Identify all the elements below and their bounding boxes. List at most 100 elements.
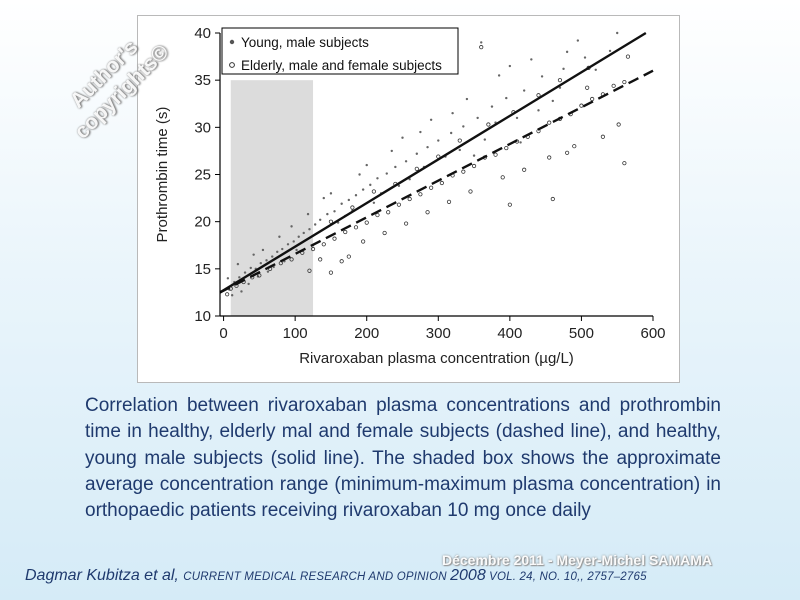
x-tick-label: 0	[219, 325, 227, 342]
data-point-young	[540, 75, 544, 78]
data-point-elderly	[328, 270, 334, 275]
data-point-elderly	[457, 138, 462, 143]
data-point-elderly	[625, 54, 631, 59]
data-point-young	[249, 266, 252, 270]
data-point-elderly	[507, 202, 512, 207]
data-point-elderly	[310, 246, 316, 252]
data-point-young	[313, 223, 317, 226]
data-point-young	[369, 183, 372, 187]
data-point-young	[565, 50, 569, 54]
data-point-elderly	[622, 161, 627, 166]
data-point-young	[562, 67, 565, 71]
data-point-young	[519, 141, 522, 144]
legend-marker-young	[229, 39, 235, 45]
legend-marker-elderly	[229, 62, 235, 68]
y-tick-label: 30	[194, 119, 211, 136]
data-point-elderly	[622, 79, 627, 85]
data-point-elderly	[353, 225, 359, 230]
data-point-young	[247, 282, 250, 286]
data-point-young	[404, 160, 408, 163]
data-point-young	[451, 111, 454, 115]
data-point-young	[292, 240, 295, 243]
data-point-elderly	[418, 192, 423, 197]
data-point-elderly	[572, 144, 577, 149]
x-tick-label: 100	[283, 325, 308, 342]
data-point-young	[265, 259, 268, 262]
data-point-elderly	[225, 292, 230, 297]
data-point-young	[583, 56, 587, 59]
data-point-young	[238, 276, 241, 279]
x-tick-label: 200	[354, 325, 379, 342]
data-point-young	[415, 152, 419, 155]
data-point-young	[308, 228, 311, 231]
data-point-young	[281, 247, 284, 251]
data-point-elderly	[414, 166, 419, 171]
data-point-elderly	[332, 236, 337, 241]
data-point-young	[476, 116, 479, 120]
data-point-young	[426, 145, 429, 149]
data-point-young	[365, 163, 368, 167]
data-point-young	[394, 165, 397, 169]
citation-year: 2008	[450, 567, 486, 584]
data-point-elderly	[382, 230, 387, 236]
data-point-elderly	[289, 257, 294, 262]
data-point-young	[505, 96, 508, 100]
data-point-young	[390, 149, 393, 153]
data-point-young	[266, 270, 270, 273]
y-tick-label: 15	[194, 261, 211, 278]
data-point-elderly	[600, 134, 606, 139]
figure-caption: Correlation between rivaroxaban plasma c…	[85, 395, 721, 522]
data-point-elderly	[468, 189, 473, 194]
data-point-elderly	[346, 254, 351, 259]
citation: Dagmar Kubitza et al, CURRENT MEDICAL RE…	[25, 567, 647, 585]
data-point-young	[347, 198, 351, 202]
y-tick-label: 40	[194, 25, 211, 42]
data-point-elderly	[375, 212, 380, 218]
data-point-young	[259, 261, 262, 265]
data-point-elderly	[471, 163, 477, 169]
citation-volume: VOL. 24, NO. 10,, 2757–2765	[485, 571, 647, 583]
data-point-young	[594, 68, 597, 71]
data-point-young	[419, 130, 422, 134]
data-point-young	[354, 194, 358, 197]
data-point-young	[401, 136, 404, 139]
data-point-elderly	[386, 210, 391, 215]
data-point-elderly	[371, 189, 376, 194]
legend-box	[221, 27, 459, 75]
data-point-elderly	[364, 220, 369, 225]
data-point-elderly	[343, 229, 348, 235]
data-point-elderly	[486, 122, 491, 127]
data-point-young	[537, 109, 540, 112]
data-point-elderly	[536, 93, 541, 98]
legend-label: Young, male subjects	[241, 35, 369, 50]
data-point-young	[616, 31, 619, 35]
data-point-young	[429, 118, 433, 121]
data-point-young	[361, 188, 365, 191]
data-point-young	[449, 131, 453, 135]
data-point-elderly	[407, 196, 412, 202]
data-point-elderly	[590, 96, 595, 102]
y-tick-label: 20	[194, 214, 211, 231]
data-point-young	[322, 196, 325, 200]
data-point-elderly	[547, 120, 552, 125]
x-tick-label: 600	[640, 325, 665, 342]
data-point-elderly	[504, 145, 509, 151]
data-point-young	[306, 212, 310, 216]
legend-label: Elderly, male and female subjects	[241, 58, 442, 73]
data-point-young	[458, 148, 461, 152]
data-point-elderly	[328, 219, 334, 224]
data-point-young	[261, 248, 265, 252]
x-axis-label: Rivaroxaban plasma concentration (µg/L)	[299, 350, 574, 367]
data-point-elderly	[350, 205, 355, 210]
data-point-elderly	[547, 155, 552, 160]
data-point-elderly	[439, 180, 444, 186]
chart-panel: 0 100 200 300 400 500 600 10 15 20 25 30 35 40 Rivarox…	[137, 15, 680, 383]
data-point-young	[230, 294, 234, 297]
citation-journal: CURRENT MEDICAL RESEARCH AND OPINION	[183, 571, 451, 583]
data-point-young	[302, 231, 305, 235]
data-point-young	[385, 172, 388, 175]
data-point-young	[236, 262, 240, 266]
data-point-young	[551, 99, 555, 103]
data-point-elderly	[318, 257, 323, 262]
x-tick-label: 500	[569, 325, 594, 342]
